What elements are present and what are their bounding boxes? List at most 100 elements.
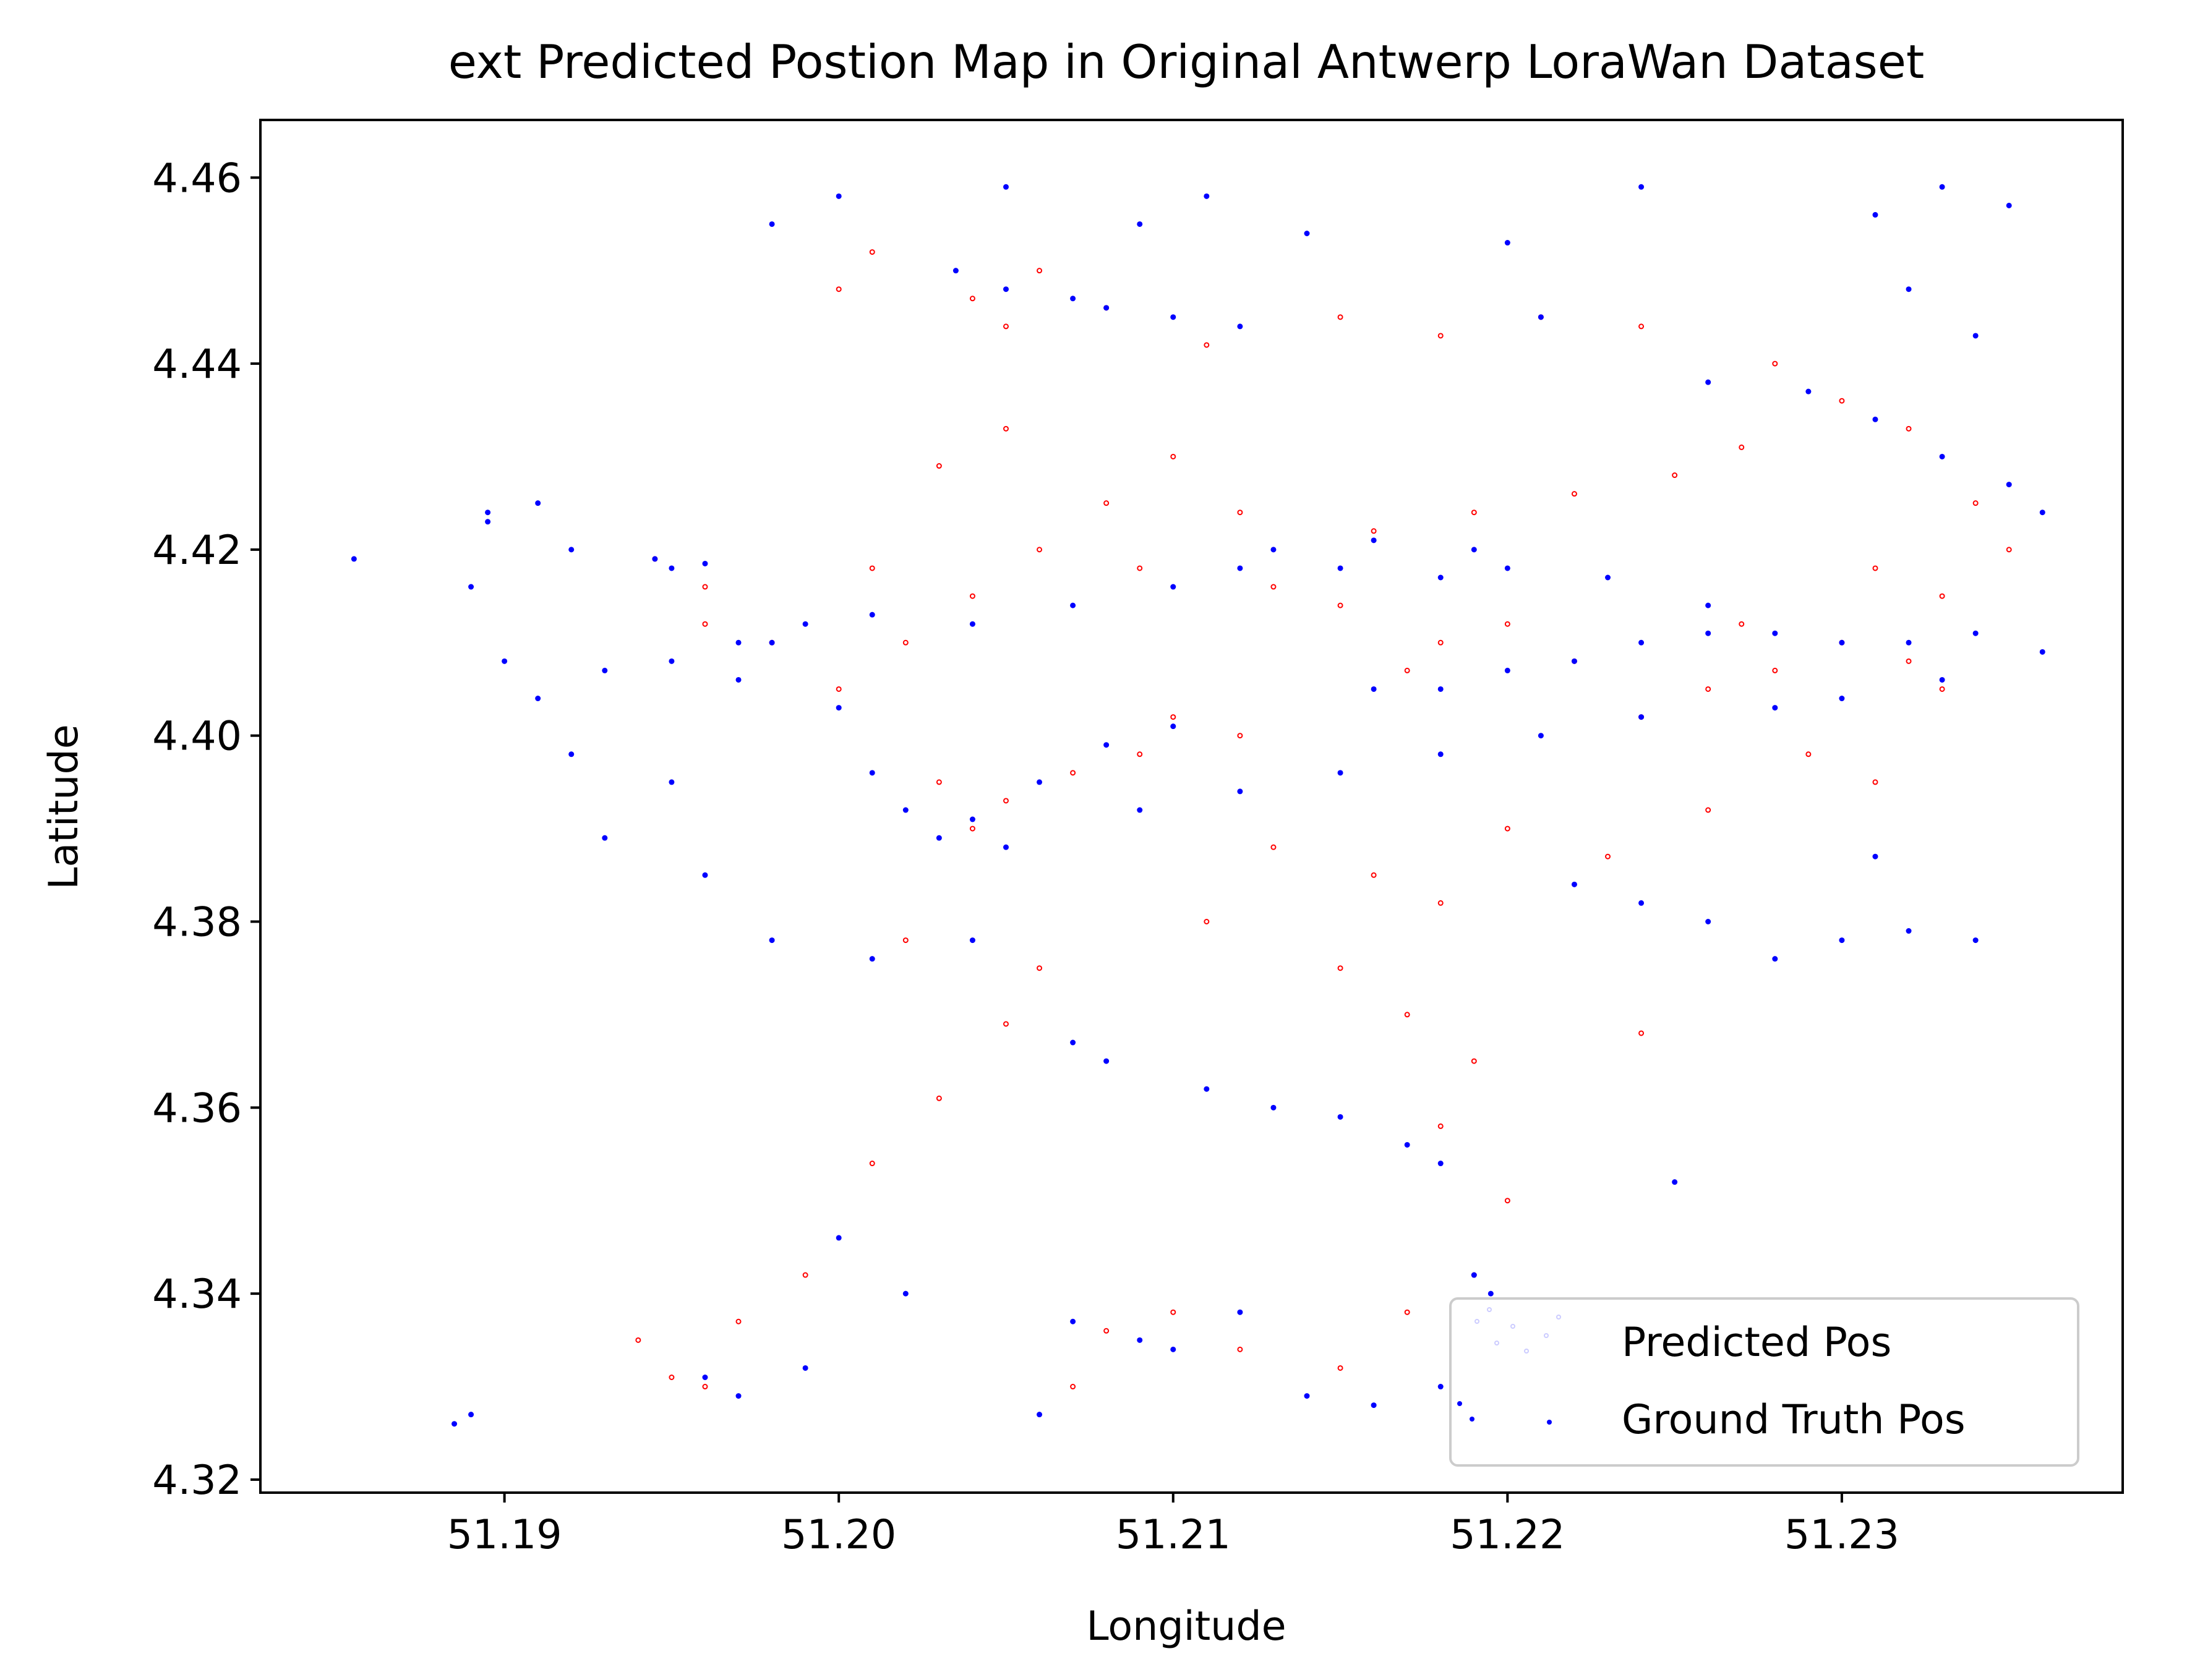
ground-truth-point xyxy=(568,751,575,757)
ground-truth-point xyxy=(769,221,775,227)
predicted-point xyxy=(1404,1309,1410,1315)
ground-truth-point xyxy=(1504,667,1510,673)
ground-truth-point xyxy=(1504,240,1510,246)
predicted-point xyxy=(1672,472,1678,479)
ground-truth-point xyxy=(1705,630,1711,636)
ground-truth-point xyxy=(1839,639,1845,646)
predicted-point xyxy=(1170,1309,1176,1315)
ground-truth-point xyxy=(1103,1058,1110,1064)
ground-truth-point xyxy=(836,1235,842,1241)
predicted-point xyxy=(969,825,975,832)
predicted-point xyxy=(1337,602,1343,608)
legend-label-ground-truth: Ground Truth Pos xyxy=(1622,1397,1966,1443)
predicted-point xyxy=(1371,528,1377,534)
ground-truth-point xyxy=(1337,565,1343,571)
plot-area-frame xyxy=(259,119,2124,1494)
predicted-point xyxy=(1103,1328,1110,1334)
ground-truth-point xyxy=(1437,1161,1444,1167)
predicted-point xyxy=(1437,1123,1444,1129)
ground-truth-point xyxy=(735,1393,742,1399)
ground-truth-point xyxy=(1571,658,1577,664)
predicted-point xyxy=(1070,770,1076,776)
ground-truth-point xyxy=(502,658,508,664)
ground-truth-point xyxy=(602,667,608,673)
predicted-point xyxy=(902,937,909,944)
ground-truth-point xyxy=(702,1374,708,1380)
legend-marker-predicted xyxy=(1475,1307,1561,1354)
legend-label-predicted: Predicted Pos xyxy=(1622,1320,1891,1366)
series-ground-truth xyxy=(351,184,2045,1427)
x-axis-label: Longitude xyxy=(1086,1603,1286,1650)
ground-truth-point xyxy=(969,621,975,627)
y-axis-label: Latitude xyxy=(41,724,87,890)
ground-truth-point xyxy=(902,1290,909,1297)
predicted-point xyxy=(1037,965,1043,971)
predicted-point xyxy=(1872,779,1878,785)
predicted-point xyxy=(1170,714,1176,720)
ground-truth-point xyxy=(568,547,575,553)
predicted-point xyxy=(802,1272,808,1278)
ground-truth-point xyxy=(1371,537,1377,544)
ground-truth-point xyxy=(1237,1309,1243,1315)
predicted-point xyxy=(1237,510,1243,516)
ground-truth-point xyxy=(1705,379,1711,385)
ground-truth-point xyxy=(1437,574,1444,581)
ground-truth-point xyxy=(1070,1318,1076,1324)
predicted-point xyxy=(1204,919,1210,925)
ground-truth-point xyxy=(1906,928,1912,934)
predicted-point xyxy=(1204,342,1210,348)
predicted-point xyxy=(1471,1058,1477,1064)
ground-truth-point xyxy=(535,500,541,506)
x-axis-ticks: 51.19 51.20 51.21 51.22 51.23 xyxy=(447,1493,1899,1558)
ground-truth-point xyxy=(2006,202,2012,208)
predicted-point xyxy=(1337,1365,1343,1371)
ground-truth-point xyxy=(1204,193,1210,199)
predicted-point xyxy=(1705,686,1711,692)
predicted-point xyxy=(1739,621,1745,627)
ground-truth-point xyxy=(1437,751,1444,757)
ground-truth-point xyxy=(468,584,474,590)
ground-truth-point xyxy=(1070,1039,1076,1046)
ground-truth-point xyxy=(1772,705,1778,711)
ground-truth-point xyxy=(1137,221,1143,227)
ground-truth-point xyxy=(1471,1272,1477,1278)
ground-truth-point xyxy=(735,639,742,646)
ground-truth-point xyxy=(1237,565,1243,571)
ground-truth-point xyxy=(969,816,975,822)
ground-truth-point xyxy=(1037,779,1043,785)
predicted-point xyxy=(735,1318,742,1324)
ground-truth-point xyxy=(1003,184,1009,190)
ground-truth-point xyxy=(952,268,959,274)
predicted-point xyxy=(936,463,942,469)
predicted-point xyxy=(969,296,975,302)
ground-truth-point xyxy=(1638,639,1645,646)
ground-truth-point xyxy=(1337,1114,1343,1120)
y-tick-label: 4.38 xyxy=(152,900,242,946)
ground-truth-point xyxy=(1939,184,1945,190)
predicted-point xyxy=(1906,425,1912,432)
ground-truth-point xyxy=(1037,1412,1043,1418)
predicted-point xyxy=(1972,500,1979,506)
ground-truth-point xyxy=(1872,211,1878,218)
ground-truth-point xyxy=(1103,742,1110,748)
predicted-point xyxy=(936,779,942,785)
ground-truth-point xyxy=(702,560,708,566)
ground-truth-point xyxy=(1270,1104,1277,1111)
ground-truth-point xyxy=(1638,900,1645,906)
predicted-point xyxy=(635,1337,641,1343)
predicted-point xyxy=(1371,872,1377,878)
legend-box xyxy=(1449,1297,2079,1467)
ground-truth-point xyxy=(702,872,708,878)
predicted-point xyxy=(1437,639,1444,646)
ground-truth-point xyxy=(1906,639,1912,646)
predicted-point xyxy=(1504,825,1510,832)
predicted-point xyxy=(1805,751,1812,757)
predicted-point xyxy=(1003,323,1009,330)
x-tick-label: 51.19 xyxy=(447,1512,562,1558)
ground-truth-point xyxy=(836,705,842,711)
legend: Predicted Pos Ground Truth Pos xyxy=(1449,1297,2079,1467)
predicted-point xyxy=(1739,444,1745,450)
predicted-point xyxy=(1872,565,1878,571)
predicted-point xyxy=(1471,510,1477,516)
